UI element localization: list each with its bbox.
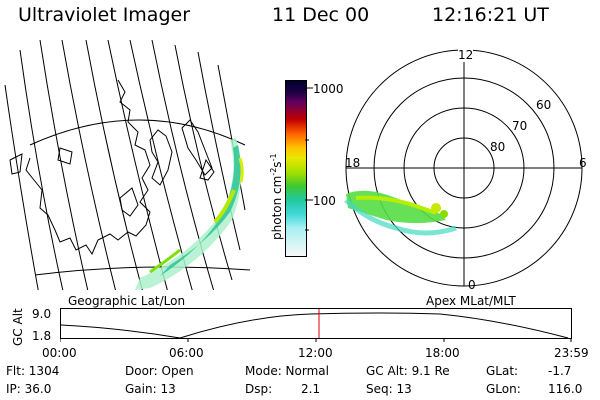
timeline-axis-label: GC Alt xyxy=(11,308,25,346)
image-time: 12:16:21 UT xyxy=(432,4,549,26)
dsp-value: 2.1 xyxy=(301,382,321,396)
flight-number: Flt: 1304 xyxy=(6,364,60,378)
mlat-label-60: 60 xyxy=(536,98,552,112)
orbit-curve xyxy=(60,312,569,339)
coastline xyxy=(25,79,151,256)
timeline-tick: 06:00 xyxy=(169,346,204,360)
mlt-label-18: 18 xyxy=(345,156,361,170)
ip-value: IP: 36.0 xyxy=(6,382,52,396)
timeline-tick: 18:00 xyxy=(425,346,460,360)
coastline xyxy=(149,129,173,186)
timeline-tick: 00:00 xyxy=(42,346,77,360)
gain-value: Gain: 13 xyxy=(125,382,176,396)
sequence-number: Seq: 13 xyxy=(366,382,412,396)
timeline-tick: 12:00 xyxy=(298,346,333,360)
image-date: 11 Dec 00 xyxy=(272,4,370,26)
mlat-label-70: 70 xyxy=(512,119,528,133)
apex-panel-label: Apex MLat/MLT xyxy=(426,294,516,308)
mlt-label-12: 12 xyxy=(458,48,474,62)
glat-value: -1.7 xyxy=(548,364,572,378)
gc-altitude: GC Alt: 9.1 Re xyxy=(366,364,450,378)
colorbar xyxy=(285,80,307,257)
dsp-label: Dsp: xyxy=(245,382,273,396)
geographic-panel-label: Geographic Lat/Lon xyxy=(68,294,186,308)
colorbar-tick-label: 1000 xyxy=(313,82,344,96)
colorbar-unit-label: photon cm-2s-1 xyxy=(269,153,284,240)
mode-value: Mode: Normal xyxy=(245,364,329,378)
mlt-label-0: 0 xyxy=(468,278,476,292)
timeline-tick: 23:59 xyxy=(554,346,589,360)
geographic-image-panel xyxy=(4,40,251,290)
lat-line xyxy=(34,266,251,276)
glon-value: 116.0 xyxy=(548,382,583,396)
colorbar-ticks xyxy=(305,87,313,231)
timeline-y-top: 9.0 xyxy=(32,307,52,321)
door-status: Door: Open xyxy=(125,364,194,378)
glat-label: GLat: xyxy=(486,364,519,378)
imager-title: Ultraviolet Imager xyxy=(18,4,191,26)
polar-aurora xyxy=(344,190,457,236)
glon-label: GLon: xyxy=(486,382,521,396)
polar-image-panel xyxy=(344,49,583,287)
mlat-label-80: 80 xyxy=(490,140,506,154)
timeline-y-bottom: 1.8 xyxy=(32,329,52,343)
aurora-band xyxy=(135,138,244,290)
lat-line xyxy=(29,119,246,146)
colorbar-tick-label: 100 xyxy=(313,194,336,208)
coastline xyxy=(181,119,213,176)
mlt-label-6: 6 xyxy=(579,156,587,170)
orbit-altitude-timeline xyxy=(60,308,572,342)
